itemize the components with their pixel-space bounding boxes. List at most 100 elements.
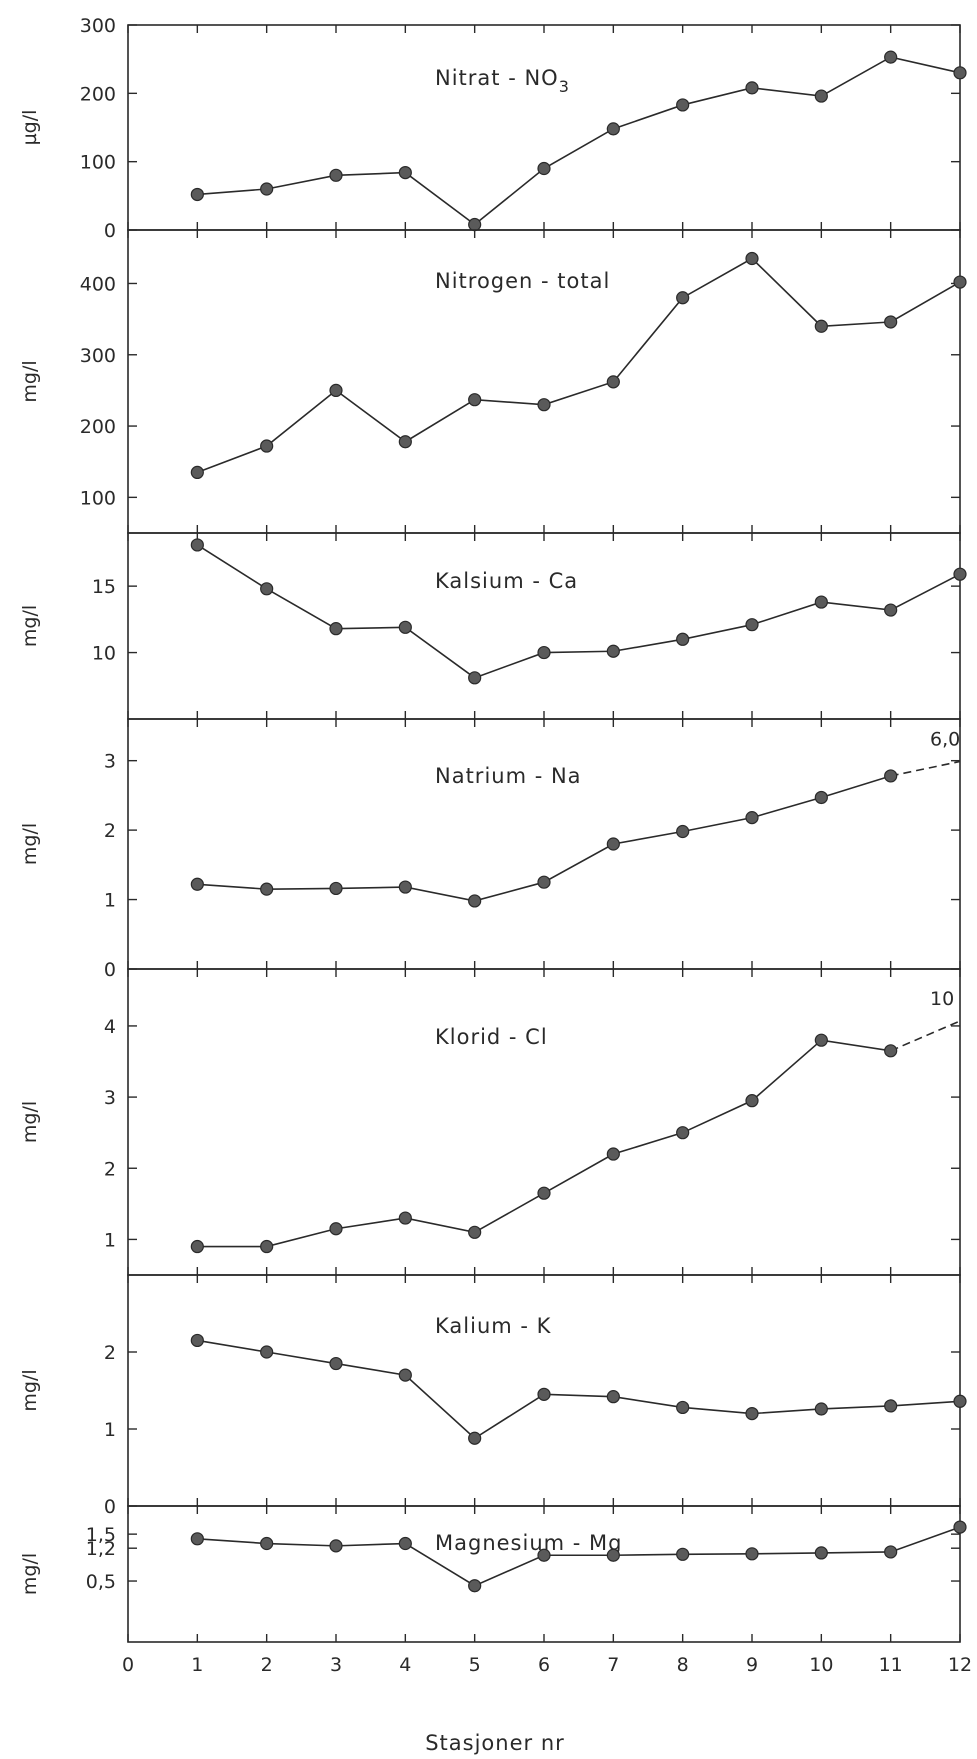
series-line [197, 257, 961, 474]
series-line [197, 1039, 891, 1248]
x-axis-label: Stasjoner nr [425, 1731, 565, 1755]
data-point [537, 398, 551, 412]
y-tick-label: 3 [104, 751, 116, 773]
y-tick-label: 300 [80, 345, 116, 367]
data-point [190, 187, 204, 202]
offscale-dash [890, 760, 961, 777]
x-tick-label: 7 [607, 1654, 619, 1676]
series-line [197, 1339, 961, 1440]
y-axis-label: mg/l [19, 823, 41, 865]
data-point [953, 1520, 967, 1534]
data-point [745, 618, 759, 632]
y-axis-label: mg/l [19, 1553, 41, 1595]
data-point [953, 66, 967, 80]
data-point [398, 1536, 412, 1551]
x-tick-label: 5 [469, 1654, 481, 1676]
panel-title: Nitrogen - total [435, 269, 610, 293]
data-point [260, 882, 274, 896]
y-tick-label: 100 [80, 152, 116, 174]
data-point [884, 603, 898, 617]
panel-6: 0 1 2 mg/l Kalium - K [19, 1274, 967, 1518]
data-point [745, 251, 759, 266]
data-point [814, 790, 828, 805]
y-tick-label: 0,5 [86, 1571, 116, 1593]
data-point [329, 881, 343, 896]
data-point [745, 81, 759, 95]
data-point [260, 1239, 274, 1254]
panel-title: Klorid - Cl [435, 1025, 548, 1049]
y-axis-label: mg/l [19, 1101, 41, 1143]
x-tick-label: 12 [948, 1654, 972, 1676]
data-point [537, 1387, 551, 1401]
data-point [676, 1547, 690, 1561]
panel-frame [127, 718, 961, 970]
x-tick-label: 3 [330, 1654, 342, 1676]
data-point [606, 837, 620, 851]
data-point [953, 275, 967, 289]
data-point [814, 319, 828, 333]
y-tick-label: 200 [80, 83, 116, 105]
y-tick-label: 200 [80, 416, 116, 438]
x-tick-label: 2 [261, 1654, 273, 1676]
y-tick-label: 0 [104, 959, 116, 981]
data-point [606, 122, 620, 136]
data-point [329, 383, 343, 398]
panel-title: Nitrat - NO3 [435, 66, 570, 96]
data-point [398, 166, 412, 180]
data-point [745, 1406, 759, 1421]
data-point [260, 1345, 274, 1359]
panel-frame [127, 532, 961, 720]
data-point [468, 217, 482, 232]
data-point [676, 824, 690, 839]
data-point [329, 1539, 343, 1553]
data-point [329, 622, 343, 636]
panel-5: 1 2 3 4 mg/l Klorid - Cl 10 [19, 968, 961, 1276]
x-tick-label: 1 [191, 1654, 203, 1676]
x-tick-label: 9 [746, 1654, 758, 1676]
y-tick-label: 1 [104, 890, 116, 912]
x-tick-label: 6 [538, 1654, 550, 1676]
data-point [814, 1033, 828, 1047]
data-point [190, 1239, 204, 1254]
data-point [329, 1222, 343, 1236]
panel-1: 0 100 200 300 µg/l Nitrat - NO3 [19, 15, 967, 242]
data-point [745, 1547, 759, 1561]
data-point [676, 632, 690, 646]
panel-2: 100 200 300 400 mg/l Nitrogen - total [19, 229, 967, 534]
data-point [606, 1147, 620, 1161]
data-point [745, 1094, 759, 1108]
y-tick-label: 3 [104, 1087, 116, 1109]
y-tick-label: 4 [104, 1016, 116, 1038]
y-tick-label: 1 [104, 1229, 116, 1251]
panel-title: Natrium - Na [435, 764, 582, 788]
data-point [953, 1394, 967, 1408]
data-point [884, 1545, 898, 1559]
x-tick-label: 4 [399, 1654, 411, 1676]
x-tick-label: 11 [879, 1654, 903, 1676]
data-point [676, 1126, 690, 1140]
data-point [468, 1431, 482, 1445]
data-point [606, 644, 620, 658]
data-point [537, 161, 551, 176]
data-point [606, 375, 620, 389]
data-point [884, 315, 898, 329]
data-point [329, 168, 343, 182]
panel-frame [127, 24, 961, 231]
data-point [468, 1579, 482, 1593]
y-tick-label: 1,5 [86, 1524, 116, 1546]
panel-4: 0 1 2 3 mg/l Natrium - Na 6,0 [19, 718, 961, 981]
data-point [884, 1399, 898, 1413]
data-point [676, 98, 690, 112]
y-tick-label: 2 [104, 1158, 116, 1180]
y-tick-label: 400 [80, 273, 116, 295]
panel-title: Kalsium - Ca [435, 569, 578, 593]
panel-frame [127, 1505, 961, 1643]
data-point [260, 182, 274, 196]
data-point [953, 567, 967, 581]
data-point [398, 435, 412, 449]
data-point [190, 538, 204, 552]
y-tick-label: 10 [92, 643, 116, 665]
data-point [676, 1400, 690, 1415]
y-tick-label: 300 [80, 15, 116, 37]
